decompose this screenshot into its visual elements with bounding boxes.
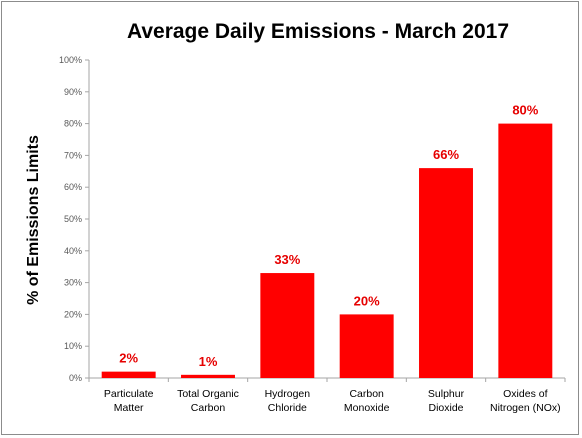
y-tick-label: 40% — [64, 246, 82, 256]
x-tick-label: Sulphur Dioxide — [428, 388, 465, 414]
data-label: 20% — [354, 293, 380, 308]
y-tick-label: 0% — [69, 373, 82, 383]
y-tick-label: 80% — [64, 119, 82, 129]
data-label: 1% — [199, 354, 218, 369]
data-label: 66% — [433, 147, 459, 162]
x-tick-label: Hydrogen Chloride — [265, 388, 311, 414]
y-tick-label: 50% — [64, 214, 82, 224]
bar — [498, 123, 553, 378]
data-label: 80% — [512, 103, 538, 118]
y-tick-label: 90% — [64, 87, 82, 97]
y-axis-label: % of Emissions Limits — [25, 135, 42, 305]
bar — [339, 314, 394, 378]
y-tick-label: 100% — [59, 55, 82, 65]
x-tick-label: Total Organic Carbon — [177, 388, 239, 414]
y-tick-label: 30% — [64, 278, 82, 288]
bar — [419, 168, 473, 378]
y-tick-label: 60% — [64, 182, 82, 192]
y-tick-label: 20% — [64, 309, 82, 319]
plot-area: 0% 10% 20% 30% 40% 50% 60% 70% 80% 90% 100% 2% Parti… — [59, 55, 566, 414]
x-tick-label: Oxides of Nitrogen (NOx) — [490, 388, 561, 414]
chart-title: Average Daily Emissions - March 2017 — [127, 20, 509, 43]
bar — [260, 273, 315, 378]
y-tick-label: 10% — [64, 341, 82, 351]
x-tick-label: Carbon Monoxide — [344, 388, 390, 414]
bar — [101, 371, 156, 378]
data-label: 2% — [119, 351, 138, 366]
bar — [181, 374, 235, 378]
data-label: 33% — [274, 252, 300, 267]
y-tick-label: 70% — [64, 150, 82, 160]
x-tick-label: Particulate Matter — [104, 388, 154, 414]
